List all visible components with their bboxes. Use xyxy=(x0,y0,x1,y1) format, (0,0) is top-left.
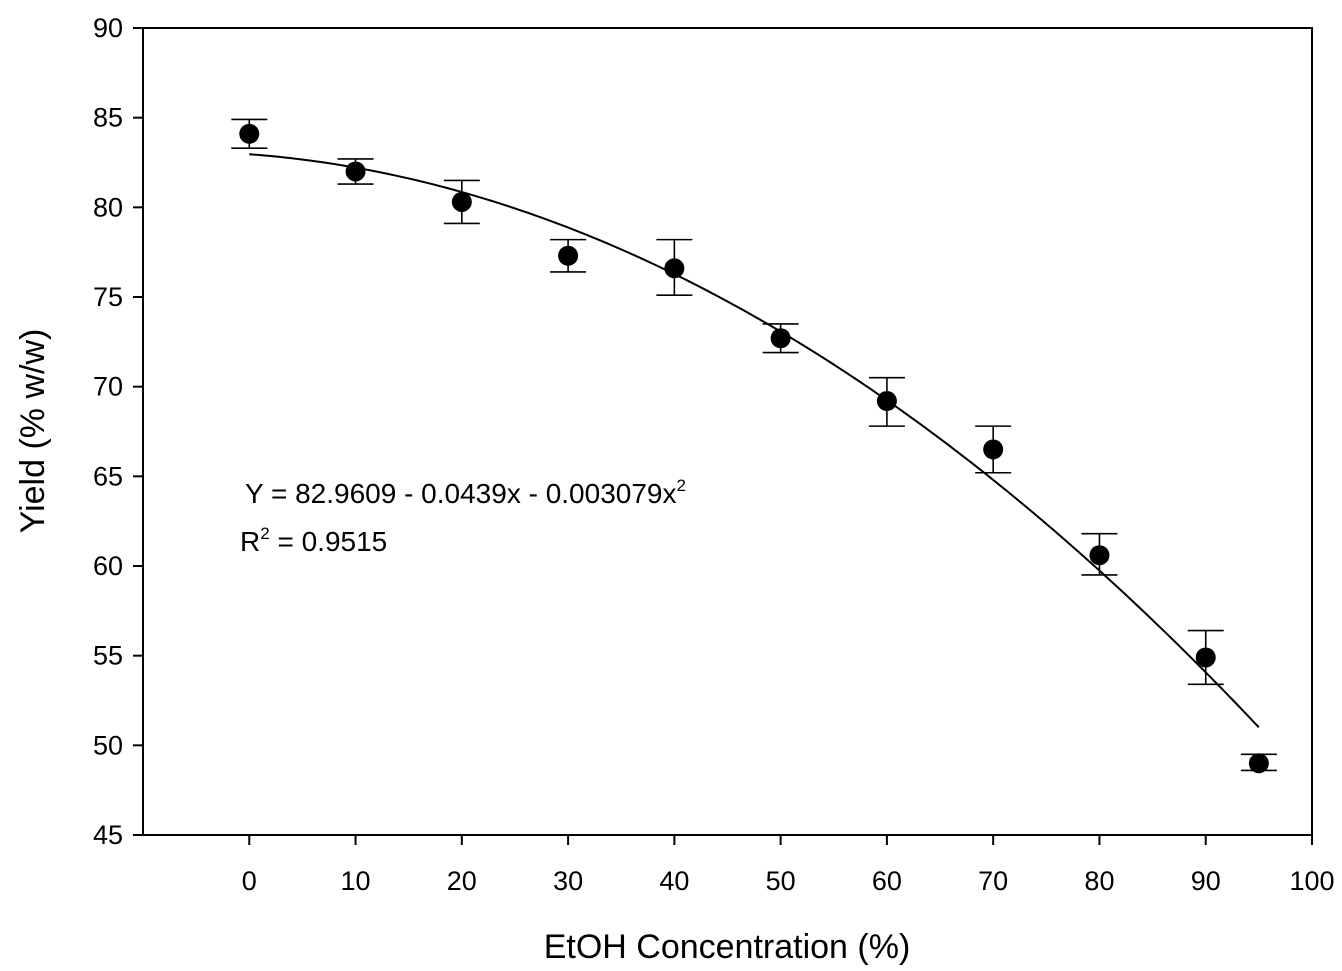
data-point xyxy=(876,391,897,412)
data-point xyxy=(345,161,366,182)
data-point xyxy=(770,328,791,349)
y-axis-ticks: 45 50 55 60 65 70 75 80 85 90 xyxy=(93,13,143,850)
x-tick-label: 80 xyxy=(1084,866,1114,896)
y-tick-label: 50 xyxy=(93,730,123,760)
x-tick-label: 30 xyxy=(553,866,583,896)
x-axis-title: EtOH Concentration (%) xyxy=(544,928,911,966)
data-point xyxy=(664,258,685,279)
r-squared-annotation: R2 = 0.9515 xyxy=(240,524,387,557)
equation-annotation: Y = 82.9609 - 0.0439x - 0.003079x2 xyxy=(245,476,686,509)
y-tick-label: 45 xyxy=(93,820,123,850)
equation-superscript: 2 xyxy=(676,476,685,495)
x-tick-label: 60 xyxy=(872,866,902,896)
x-tick-label: 70 xyxy=(978,866,1008,896)
data-point xyxy=(1248,753,1269,774)
error-bars xyxy=(231,118,1277,772)
x-tick-label: 50 xyxy=(766,866,796,896)
y-tick-label: 70 xyxy=(93,372,123,402)
x-tick-label: 20 xyxy=(447,866,477,896)
y-tick-label: 60 xyxy=(93,551,123,581)
y-axis-title: Yield (% w/w) xyxy=(14,329,52,534)
fit-curve xyxy=(249,153,1260,729)
x-tick-label: 100 xyxy=(1289,866,1334,896)
y-tick-label: 65 xyxy=(93,461,123,491)
x-tick-label: 0 xyxy=(242,866,257,896)
equation-text: Y = 82.9609 - 0.0439x - 0.003079x xyxy=(245,478,676,509)
x-tick-label: 40 xyxy=(659,866,689,896)
x-tick-label: 10 xyxy=(341,866,371,896)
x-tick-label: 90 xyxy=(1191,866,1221,896)
y-tick-label: 75 xyxy=(93,282,123,312)
r-squared-value: = 0.9515 xyxy=(270,526,388,557)
data-points xyxy=(239,123,1269,774)
r-squared-superscript: 2 xyxy=(260,524,269,543)
r-squared-r: R xyxy=(240,526,260,557)
y-tick-label: 80 xyxy=(93,192,123,222)
data-point xyxy=(983,439,1004,460)
y-tick-label: 85 xyxy=(93,103,123,133)
y-tick-label: 90 xyxy=(93,13,123,43)
data-point xyxy=(1089,545,1110,566)
data-point xyxy=(451,191,472,212)
plot-frame xyxy=(142,27,1313,836)
data-point xyxy=(1195,647,1216,668)
data-point xyxy=(239,123,260,144)
data-point xyxy=(558,245,579,266)
x-axis-ticks: 0 10 20 30 40 50 60 70 80 90 100 xyxy=(242,835,1335,896)
y-tick-label: 55 xyxy=(93,641,123,671)
